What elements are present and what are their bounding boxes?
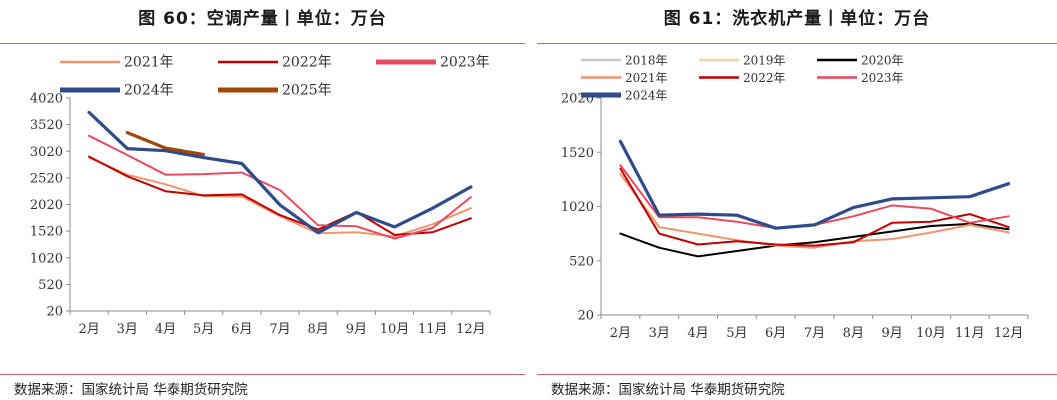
left-legend-label: 2025年 (282, 83, 332, 99)
left-chart-svg: 4020 3520 3020 2520 2020 1520 1020 520 20 2月 3月 4月 5… (30, 55, 491, 337)
left-ytick-label: 2020 (30, 198, 63, 213)
right-top-rule (537, 43, 1057, 44)
left-ytick-label: 20 (46, 305, 63, 320)
left-xtick-label: 6月 (231, 322, 252, 337)
left-xtick-label: 9月 (346, 322, 367, 337)
right-xtick-label: 10月 (916, 326, 946, 341)
right-xtick-label: 5月 (726, 326, 747, 341)
left-series-line-2024年 (87, 110, 473, 235)
right-xtick-label: 12月 (994, 326, 1024, 341)
right-series-line-2021年 (619, 172, 1010, 249)
right-xtick-label: 8月 (843, 326, 864, 341)
left-legend-label: 2024年 (124, 83, 174, 99)
left-xtick-label: 11月 (418, 322, 448, 337)
right-chart-title: 图 61：洗衣机产量丨单位：万台 (663, 9, 931, 29)
right-legend-label: 2023年 (861, 71, 904, 85)
left-ytick-label: 2520 (30, 171, 63, 186)
left-xtick-label: 8月 (308, 322, 329, 337)
left-xtick-label: 4月 (155, 322, 176, 337)
left-ytick-label: 1020 (30, 251, 63, 266)
right-xtick-label: 3月 (649, 326, 670, 341)
left-series-line-2021年 (88, 156, 472, 238)
left-ytick-label: 3520 (30, 118, 63, 133)
right-xtick-label: 6月 (765, 326, 786, 341)
right-series-line-2024年 (618, 139, 1011, 230)
left-chart-panel: 图 60：空调产量丨单位：万台 4020 3520 3020 2520 2020 1520… (0, 0, 525, 400)
left-ytick-label: 520 (38, 278, 63, 293)
left-xtick-label: 7月 (269, 322, 290, 337)
right-legend-label: 2020年 (861, 54, 904, 68)
left-series-line-2022年 (88, 155, 472, 236)
right-xtick-label: 2月 (610, 326, 631, 341)
left-bottom-rule (0, 374, 525, 375)
left-xtick-label: 10月 (380, 322, 410, 337)
left-legend-label: 2023年 (440, 55, 490, 71)
left-series-line-2025年 (125, 131, 206, 156)
right-legend-label: 2022年 (743, 71, 786, 85)
left-series-line-2023年 (88, 134, 472, 240)
left-xtick-label: 5月 (193, 322, 214, 337)
right-legend-label: 2021年 (625, 71, 668, 85)
right-legend-label: 2024年 (625, 89, 668, 103)
right-source-note: 数据来源：国家统计局 华泰期货研究院 (551, 382, 785, 398)
right-ytick-label: 20 (577, 309, 594, 324)
right-ytick-label: 1520 (561, 146, 594, 161)
left-xtick-label: 3月 (117, 322, 138, 337)
left-top-rule (0, 43, 525, 44)
right-series-line-2022年 (619, 167, 1010, 247)
right-xtick-label: 4月 (687, 326, 708, 341)
left-source-note: 数据来源：国家统计局 华泰期货研究院 (14, 382, 248, 398)
right-legend-label: 2019年 (743, 54, 786, 68)
right-legend-label: 2018年 (625, 54, 668, 68)
right-ytick-label: 1020 (561, 200, 594, 215)
right-xtick-label: 7月 (804, 326, 825, 341)
left-legend-label: 2021年 (124, 55, 174, 71)
left-chart-title: 图 60：空调产量丨单位：万台 (138, 9, 387, 29)
right-xtick-label: 11月 (955, 326, 985, 341)
left-ytick-label: 4020 (30, 92, 63, 107)
left-xtick-label: 12月 (456, 322, 486, 337)
left-ytick-label: 1520 (30, 225, 63, 240)
left-ytick-label: 3020 (30, 145, 63, 160)
right-chart-panel: 图 61：洗衣机产量丨单位：万台 2020 1520 1020 520 20 2月 3月 4月… (537, 0, 1057, 400)
left-legend-label: 2022年 (282, 55, 332, 71)
right-xtick-label: 9月 (881, 326, 902, 341)
right-series-line-2020年 (619, 222, 1010, 258)
right-ytick-label: 520 (569, 254, 594, 269)
right-bottom-rule (537, 374, 1057, 375)
left-xtick-label: 2月 (78, 322, 99, 337)
